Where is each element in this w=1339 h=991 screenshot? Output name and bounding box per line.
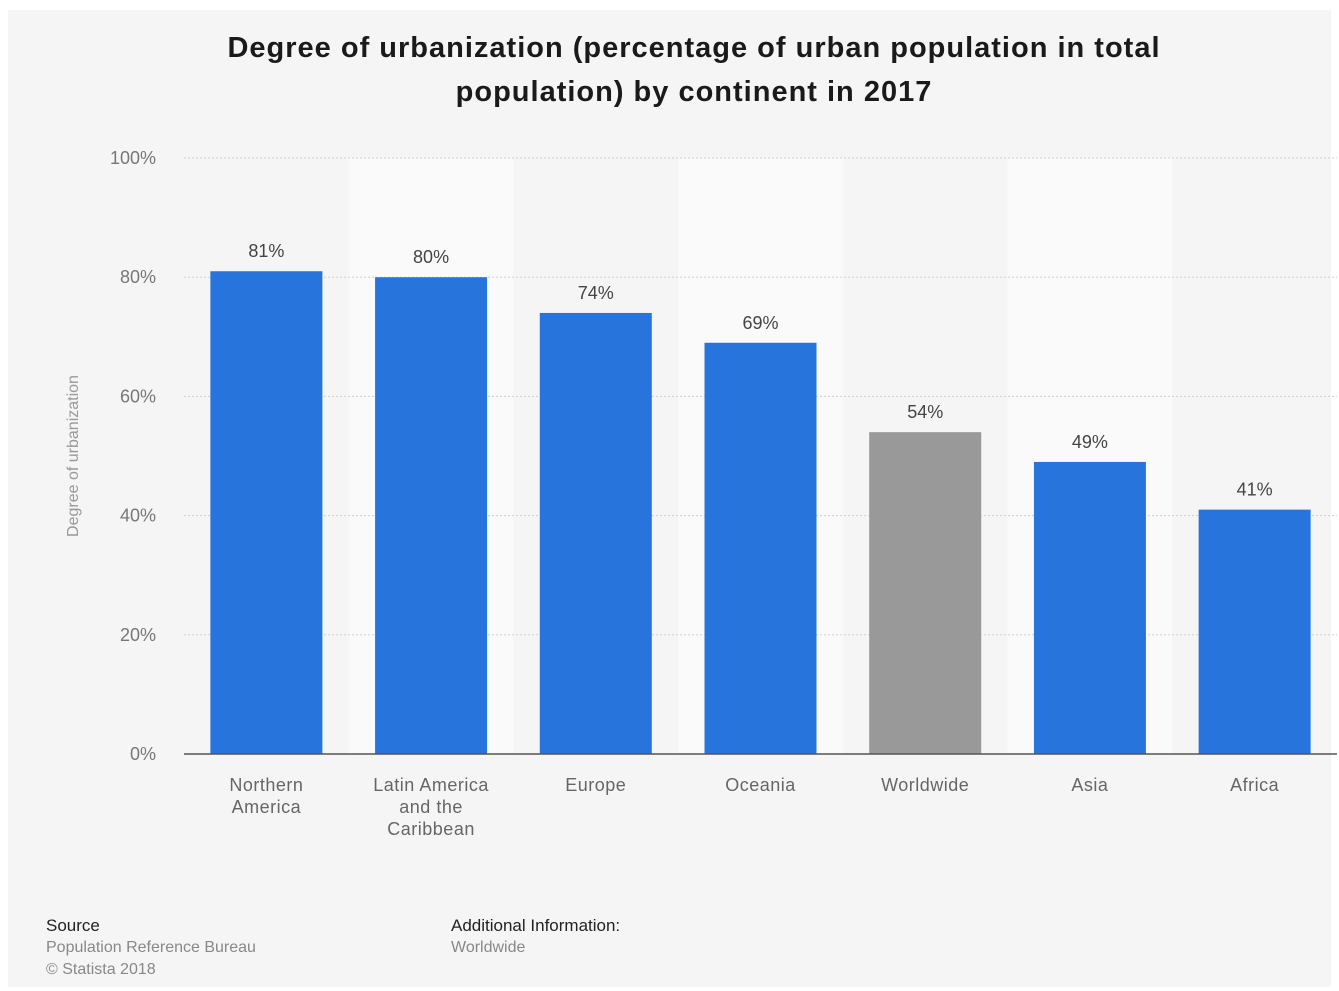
x-tick-label: Europe bbox=[565, 775, 626, 795]
x-tick-label-line: Caribbean bbox=[387, 819, 475, 839]
value-label: 80% bbox=[413, 247, 449, 267]
source-heading: Source bbox=[46, 916, 100, 935]
x-tick-label-line: Europe bbox=[565, 775, 626, 795]
x-tick-label-line: America bbox=[232, 797, 302, 817]
value-label: 54% bbox=[907, 402, 943, 422]
bar bbox=[869, 432, 982, 754]
y-tick-label: 20% bbox=[120, 625, 156, 645]
x-tick-label-line: Africa bbox=[1230, 775, 1280, 795]
chart-title-line-2: population) by continent in 2017 bbox=[455, 76, 933, 108]
x-tick-label: Africa bbox=[1230, 775, 1280, 795]
y-axis-ticks: 0% 20% 40% 60% 80% 100% bbox=[110, 148, 156, 764]
copyright-text: © Statista 2018 bbox=[46, 961, 156, 978]
bars bbox=[210, 271, 1311, 754]
x-tick-label: Worldwide bbox=[881, 775, 969, 795]
source-link[interactable]: Population Reference Bureau bbox=[46, 939, 256, 956]
source-block: Source Population Reference Bureau © Sta… bbox=[46, 915, 256, 981]
value-label: 81% bbox=[248, 241, 284, 261]
y-tick-label: 80% bbox=[120, 267, 156, 287]
x-tick-label: Oceania bbox=[725, 775, 796, 795]
x-tick-label-line: Oceania bbox=[725, 775, 796, 795]
bar bbox=[539, 312, 652, 754]
additional-info-value: Worldwide bbox=[451, 939, 526, 956]
x-tick-label-line: Northern bbox=[229, 775, 303, 795]
value-label: 69% bbox=[742, 313, 778, 333]
x-tick-label-line: Latin America bbox=[373, 775, 489, 795]
x-tick-label-line: Worldwide bbox=[881, 775, 969, 795]
bar bbox=[1033, 461, 1146, 754]
bar bbox=[704, 342, 817, 754]
chart-title-line-1: Degree of urbanization (percentage of ur… bbox=[227, 32, 1161, 64]
y-tick-label: 60% bbox=[120, 386, 156, 406]
value-label: 74% bbox=[578, 283, 614, 303]
x-tick-label: Northern America bbox=[229, 775, 303, 817]
value-label: 41% bbox=[1237, 480, 1273, 500]
y-tick-label: 100% bbox=[110, 148, 156, 168]
chart-title: Degree of urbanization (percentage of ur… bbox=[0, 26, 1339, 114]
bar bbox=[375, 277, 488, 754]
bar bbox=[1198, 509, 1311, 754]
additional-info-heading: Additional Information: bbox=[451, 916, 621, 935]
x-tick-label: Asia bbox=[1071, 775, 1109, 795]
x-tick-label-line: and the bbox=[399, 797, 463, 817]
y-tick-label: 40% bbox=[120, 506, 156, 526]
bar bbox=[210, 271, 323, 754]
y-axis-label: Degree of urbanization bbox=[65, 375, 82, 537]
x-axis-labels: Northern America Latin America and the Carib… bbox=[229, 775, 1279, 839]
x-tick-label: Latin America and the Caribbean bbox=[373, 775, 489, 839]
y-tick-label: 0% bbox=[130, 744, 156, 764]
value-label: 49% bbox=[1072, 432, 1108, 452]
x-tick-label-line: Asia bbox=[1071, 775, 1109, 795]
value-labels: 81% 80% 74% 69% 54% 49% 41% bbox=[248, 241, 1272, 499]
additional-info-block: Additional Information: Worldwide bbox=[451, 915, 620, 959]
